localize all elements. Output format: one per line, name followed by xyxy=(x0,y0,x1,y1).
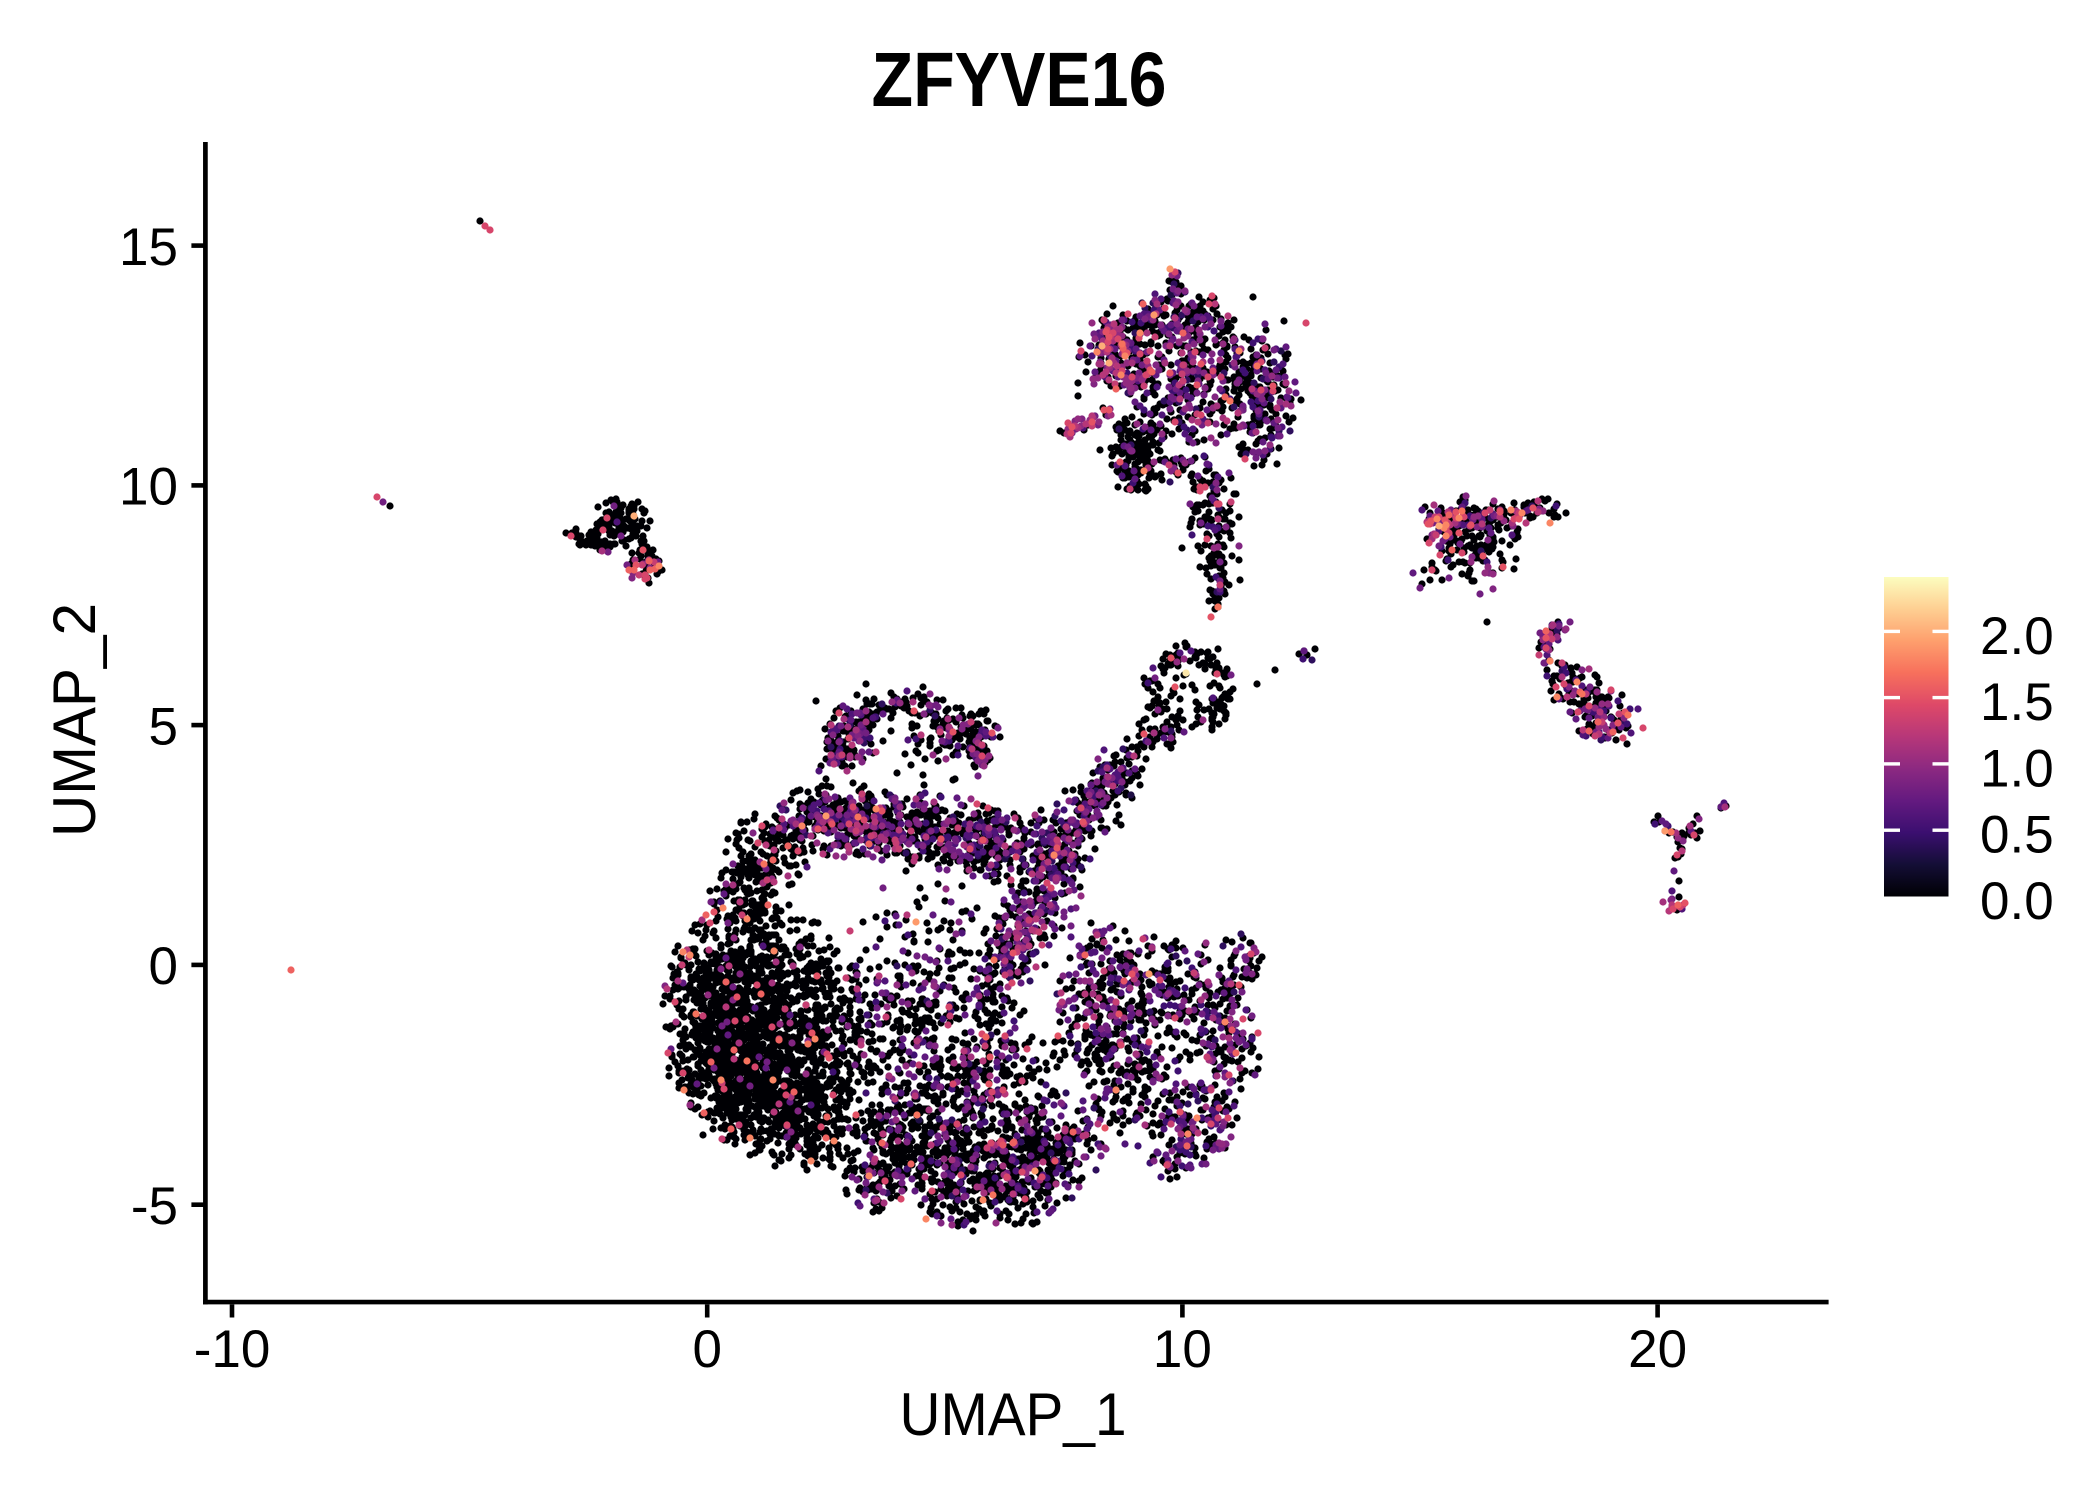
svg-text:0: 0 xyxy=(149,937,178,996)
svg-text:20: 20 xyxy=(1628,1320,1687,1379)
svg-text:UMAP_1: UMAP_1 xyxy=(900,1380,1127,1448)
svg-text:UMAP_2: UMAP_2 xyxy=(40,603,108,837)
svg-text:2.0: 2.0 xyxy=(1980,607,2054,666)
svg-text:10: 10 xyxy=(119,458,178,517)
svg-text:1.0: 1.0 xyxy=(1980,739,2054,798)
svg-text:10: 10 xyxy=(1153,1320,1212,1379)
svg-text:-5: -5 xyxy=(131,1177,178,1236)
svg-text:1.5: 1.5 xyxy=(1980,673,2054,732)
svg-text:0: 0 xyxy=(692,1320,721,1379)
svg-text:0.5: 0.5 xyxy=(1980,806,2054,865)
svg-text:ZFYVE16: ZFYVE16 xyxy=(872,37,1167,123)
svg-text:15: 15 xyxy=(119,218,178,277)
svg-text:-10: -10 xyxy=(194,1320,271,1379)
svg-text:0.0: 0.0 xyxy=(1980,872,2054,931)
svg-text:5: 5 xyxy=(149,697,178,756)
